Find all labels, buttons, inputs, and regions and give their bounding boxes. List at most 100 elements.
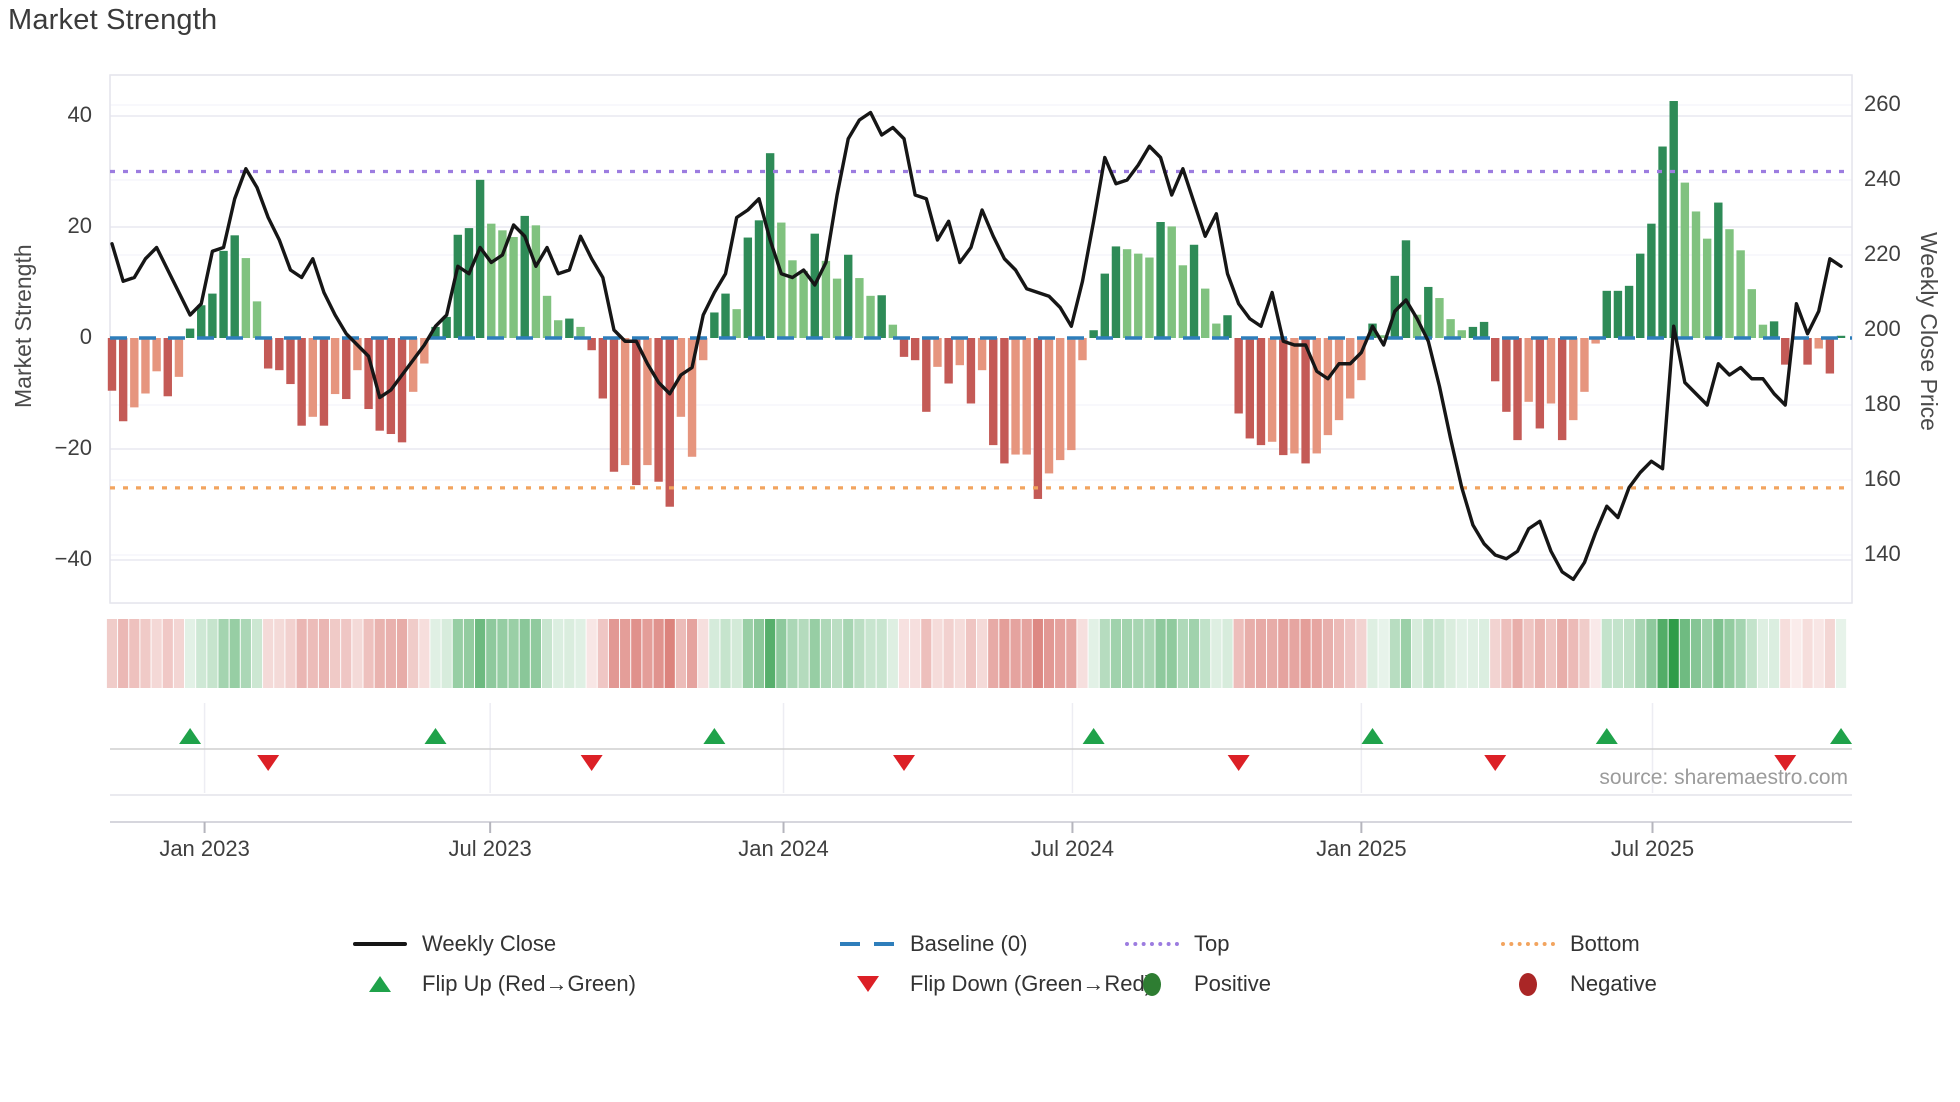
heatmap-cell [1289, 619, 1300, 688]
heatmap-cell [140, 619, 151, 688]
strength-bar [1379, 335, 1388, 338]
strength-bar [710, 312, 719, 338]
heatmap-cell [1110, 619, 1122, 688]
heatmap-cell [742, 619, 753, 688]
heatmap-cell [608, 619, 620, 688]
heatmap-cell [1568, 619, 1579, 688]
weekly-close-line[interactable] [110, 110, 1843, 582]
heatmap-cell [307, 619, 318, 688]
legend-item-flip-down[interactable]: Flip Down (Green→Red) [838, 968, 1152, 1000]
heatmap-cell [1679, 619, 1690, 688]
legend-item-bottom[interactable]: Bottom [1498, 928, 1640, 960]
strength-bar [1725, 229, 1734, 338]
heatmap-cell [1356, 619, 1367, 688]
dash-swatch-icon [838, 942, 898, 946]
strength-bar [442, 316, 451, 338]
heatmap-cell [631, 619, 642, 688]
heatmap-cell [753, 619, 765, 688]
strength-bar [910, 338, 920, 361]
heatmap-strip[interactable] [106, 619, 1847, 688]
strength-bar [1557, 338, 1567, 441]
strength-bar [922, 338, 931, 412]
x-tick-label: Jan 2024 [738, 836, 829, 861]
heatmap-cell [999, 619, 1010, 688]
heatmap-cell [1122, 619, 1133, 688]
flip-up-marker [1361, 728, 1384, 744]
strength-bar [1736, 250, 1745, 338]
heatmap-cell [1467, 619, 1479, 688]
heatmap-cell [1367, 619, 1378, 688]
strength-bar [1089, 330, 1098, 338]
legend-item-weekly-close[interactable]: Weekly Close [350, 928, 556, 960]
flip-down-marker [257, 755, 280, 771]
heatmap-cell [709, 619, 720, 688]
legend-item-top[interactable]: Top [1122, 928, 1229, 960]
heatmap-cell [1623, 619, 1635, 688]
heatmap-cell [385, 619, 396, 688]
heatmap-cell [1478, 619, 1490, 688]
heatmap-cell [1077, 619, 1088, 688]
heatmap-cell [686, 619, 698, 688]
heatmap-cell [118, 619, 129, 688]
heatmap-cell [486, 619, 497, 688]
strength-bar [966, 338, 976, 404]
strength-bar [252, 301, 262, 338]
strength-bar [174, 338, 184, 377]
heatmap-cell [1791, 619, 1802, 688]
heatmap-cell [575, 619, 586, 688]
heatmap-cell [954, 619, 965, 688]
strength-bar [230, 235, 239, 338]
strength-bar [1636, 253, 1645, 338]
strength-bar [1502, 338, 1511, 412]
legend-item-negative[interactable]: Negative [1498, 968, 1657, 1000]
strength-bar [899, 338, 909, 357]
heatmap-cell [854, 619, 865, 688]
heatmap-cell [1244, 619, 1255, 688]
flip-down-marker [580, 755, 603, 771]
strength-bar [375, 338, 384, 431]
heatmap-cell [831, 619, 843, 688]
heatmap-cell [1400, 619, 1412, 688]
heatmap-cell [1456, 619, 1467, 688]
heatmap-cell [508, 619, 519, 688]
heatmap-cell [240, 619, 251, 688]
strength-bar [732, 309, 741, 338]
heatmap-cell [820, 619, 832, 688]
heatmap-cell [318, 619, 330, 688]
heatmap-cell [497, 619, 508, 688]
legend-label: Flip Up (Red→Green) [422, 971, 636, 996]
strength-bar [1669, 101, 1678, 338]
heatmap-cell [341, 619, 352, 688]
heatmap-cell [1278, 619, 1289, 688]
heatmap-cell [1646, 619, 1657, 688]
strength-bars[interactable] [107, 101, 1846, 507]
legend-label: Bottom [1570, 931, 1640, 956]
legend-item-baseline[interactable]: Baseline (0) [838, 928, 1027, 960]
heatmap-cell [1746, 619, 1757, 688]
legend-label: Top [1194, 931, 1230, 956]
x-tick-label: Jan 2023 [159, 836, 250, 861]
strength-bar [1658, 146, 1667, 338]
strength-bar [1647, 223, 1656, 338]
heatmap-cell [965, 619, 977, 688]
heatmap-cell [787, 619, 798, 688]
strength-bar [1624, 285, 1634, 338]
strength-bar [1769, 321, 1779, 338]
heatmap-cell [1345, 619, 1356, 688]
heatmap-cell [196, 619, 207, 688]
right-axis-tick-labels: 260 240 220 200 180 160 140 [1864, 91, 1901, 566]
heatmap-cell [1155, 619, 1166, 688]
strength-bar [330, 338, 340, 395]
heatmap-cell [1445, 619, 1456, 688]
strength-bar [286, 338, 295, 385]
dotted-orange-swatch-icon [1498, 942, 1558, 946]
strength-bar [1368, 323, 1377, 338]
strength-bar [866, 295, 875, 338]
legend-item-flip-up[interactable]: Flip Up (Red→Green) [350, 968, 636, 1000]
heatmap-cell [620, 619, 631, 688]
strength-bar [531, 225, 541, 338]
heatmap-cell [1612, 619, 1624, 688]
heatmap-cell [1032, 619, 1043, 688]
legend-item-positive[interactable]: Positive [1122, 968, 1271, 1000]
